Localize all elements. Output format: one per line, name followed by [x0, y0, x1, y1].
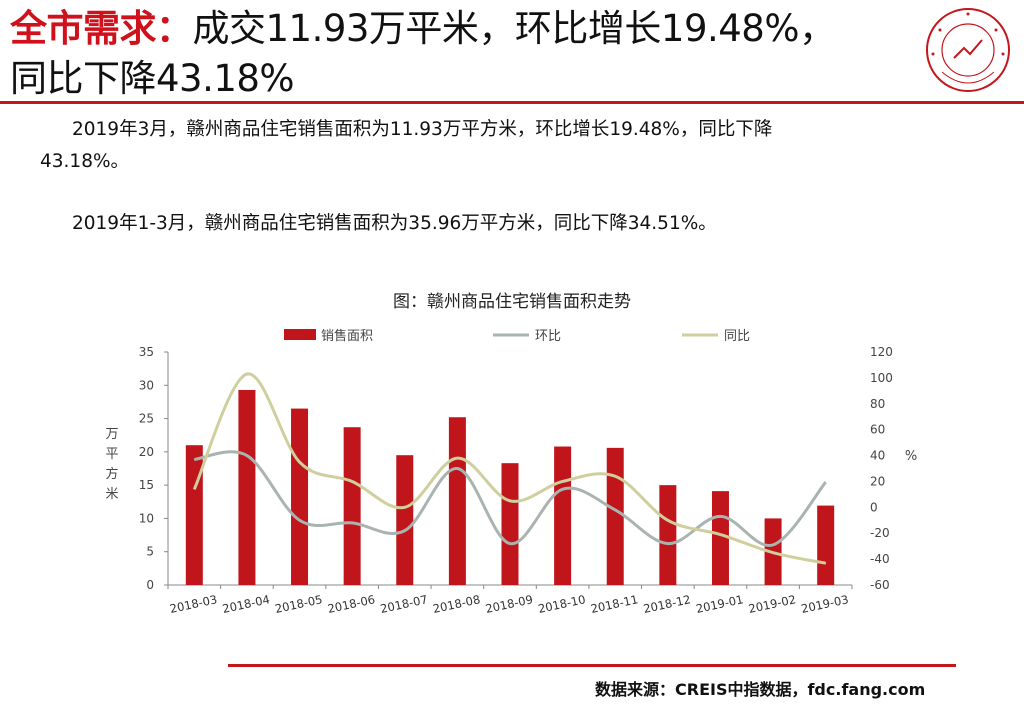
point-mom [562, 488, 564, 490]
point-mom [299, 519, 301, 521]
page-title: 全市需求：成交11.93万平米，环比增长19.48%， 同比下降43.18% [10, 4, 910, 104]
point-yoy [509, 500, 511, 502]
point-yoy [299, 461, 301, 463]
y-right-tick-label: -60 [870, 578, 890, 592]
y-left-tick-label: 35 [139, 345, 154, 359]
point-mom [456, 468, 458, 469]
x-tick-label: 2018-12 [642, 592, 692, 616]
y-right-axis-label: % [905, 449, 917, 464]
y-right-tick-label: 0 [870, 500, 878, 514]
bar-sales-area [817, 505, 835, 585]
y-left-axis-label-char: 方 [105, 466, 118, 482]
point-yoy [456, 457, 458, 459]
legend-label: 环比 [535, 329, 561, 344]
x-tick-label: 2019-02 [747, 592, 797, 616]
y-left-tick-label: 30 [139, 378, 154, 392]
x-tick-label: 2018-07 [379, 592, 429, 616]
y-right-tick-label: 40 [870, 449, 885, 463]
bar-sales-area [396, 455, 414, 585]
y-right-tick-label: 20 [870, 474, 885, 488]
line-yoy [192, 372, 826, 565]
bar-sales-area [238, 389, 256, 585]
footer-divider [228, 664, 956, 667]
bar-sales-area [711, 491, 729, 585]
title-line1: 成交11.93万平米，环比增长19.48%， [192, 7, 837, 50]
point-mom [772, 544, 774, 546]
y-left-tick-label: 15 [139, 478, 154, 492]
chart-title: 图：赣州商品住宅销售面积走势 [393, 292, 631, 312]
x-tick-label: 2018-03 [169, 592, 219, 616]
point-yoy [614, 475, 616, 477]
point-yoy [404, 506, 406, 508]
summary-paragraph-2: 2019年1-3月，赣州商品住宅销售面积为35.96万平方米，同比下降34.51… [72, 213, 717, 234]
point-yoy [246, 373, 248, 375]
point-mom [614, 509, 616, 511]
y-right-tick-label: -40 [870, 552, 890, 566]
y-left-axis-label-char: 米 [105, 487, 118, 502]
point-mom [246, 455, 248, 457]
legend-swatch-bar [284, 329, 316, 340]
bar-sales-area [448, 417, 466, 585]
point-yoy [667, 519, 669, 521]
point-yoy [562, 480, 564, 482]
x-tick-label: 2019-03 [800, 592, 850, 616]
x-tick-label: 2018-04 [221, 592, 271, 616]
data-source: 数据来源：CREIS中指数据，fdc.fang.com [595, 680, 926, 699]
point-mom [404, 530, 406, 532]
summary-paragraph-1-line1: 2019年3月，赣州商品住宅销售面积为11.93万平方米，环比增长19.48%，… [72, 119, 773, 140]
y-right-tick-label: -20 [870, 526, 890, 540]
bar-sales-area [291, 408, 309, 585]
summary-paragraph-1-line2: 43.18%。 [40, 151, 130, 172]
point-yoy [193, 488, 195, 490]
y-right-tick-label: 60 [870, 423, 885, 437]
y-left-tick-label: 0 [146, 578, 154, 592]
point-mom [667, 543, 669, 545]
point-yoy [825, 562, 827, 564]
point-mom [719, 515, 721, 517]
y-left-tick-label: 10 [139, 511, 154, 525]
title-highlight: 全市需求： [10, 7, 193, 50]
bar-sales-area [606, 447, 624, 585]
bar-sales-area [343, 427, 361, 585]
point-mom [351, 522, 353, 524]
summary-paragraph-1: 2019年3月，赣州商品住宅销售面积为11.93万平方米，环比增长19.48%，… [40, 114, 990, 178]
bar-sales-area [659, 485, 677, 585]
y-left-tick-label: 25 [139, 412, 154, 426]
bar-sales-area [501, 463, 519, 585]
legend-label: 销售面积 [321, 328, 373, 344]
bar-sales-area [554, 446, 572, 585]
y-left-tick-label: 20 [139, 445, 154, 459]
y-right-tick-label: 100 [870, 371, 893, 385]
point-mom [825, 481, 827, 483]
legend-label: 同比 [724, 329, 750, 344]
x-tick-label: 2018-05 [274, 592, 324, 616]
title-line2: 同比下降43.18% [10, 57, 295, 100]
point-yoy [772, 552, 774, 554]
point-mom [509, 543, 511, 545]
bar-sales-area [185, 445, 203, 585]
y-left-axis-label-char: 万 [105, 427, 118, 442]
china-index-academy-logo-icon [926, 8, 1010, 92]
y-right-tick-label: 80 [870, 397, 885, 411]
x-tick-label: 2019-01 [695, 592, 745, 616]
point-yoy [351, 480, 353, 482]
y-left-axis-label-char: 平 [105, 447, 118, 462]
y-left-tick-label: 5 [146, 545, 154, 559]
x-tick-label: 2018-06 [326, 592, 376, 616]
x-tick-label: 2018-09 [484, 592, 534, 616]
point-mom [193, 458, 195, 460]
y-right-tick-label: 120 [870, 345, 893, 359]
x-tick-label: 2018-08 [432, 592, 482, 616]
x-tick-label: 2018-10 [537, 592, 587, 616]
title-divider [0, 101, 1024, 104]
point-yoy [719, 534, 721, 536]
x-tick-label: 2018-11 [589, 592, 639, 616]
